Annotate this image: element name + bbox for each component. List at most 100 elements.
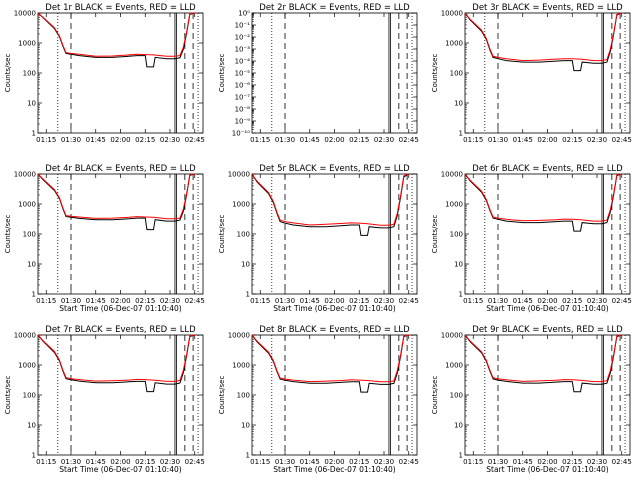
y-tick-label: 10⁻⁹ (235, 118, 251, 126)
y-tick-label: 10000 (441, 10, 463, 18)
x-tick-label: 02:15 (349, 458, 369, 466)
series-line-lld (251, 173, 409, 226)
series-line-lld (464, 173, 622, 222)
x-tick-label: 01:30 (275, 136, 295, 144)
x-tick-label: 01:30 (488, 136, 508, 144)
x-axis-label: Start Time (06-Dec-07 01:10:40) (486, 304, 608, 313)
x-tick-label: 02:15 (135, 458, 155, 466)
x-tick-label: 02:45 (185, 458, 205, 466)
panel-det-9: Det 9r BLACK = Events, RED = LLD Counts/s… (431, 325, 632, 474)
y-tick-label: 100 (450, 392, 463, 400)
series-line-lld (464, 12, 622, 62)
panel-det-8: Det 8r BLACK = Events, RED = LLD Counts/s… (218, 325, 419, 474)
y-tick-label: 1 (32, 130, 36, 138)
x-tick-label: 01:45 (513, 458, 533, 466)
plot-frame (464, 173, 631, 295)
series-line-events (464, 12, 622, 72)
x-axis-label: Start Time (06-Dec-07 01:10:40) (486, 465, 608, 474)
y-tick-label: 1 (459, 291, 463, 299)
x-tick-label: 01:30 (61, 297, 81, 305)
x-tick-label: 01:30 (488, 458, 508, 466)
y-tick-label: 1000 (18, 201, 36, 209)
plot-frame (251, 173, 418, 295)
series-line-events (37, 12, 195, 68)
y-tick-label: 1 (32, 291, 36, 299)
x-tick-label: 02:30 (160, 297, 180, 305)
y-tick-label: 10 (27, 261, 36, 269)
y-tick-label: 10 (454, 422, 463, 430)
x-tick-label: 02:45 (612, 458, 632, 466)
x-tick-label: 02:45 (612, 297, 632, 305)
series-line-events (464, 173, 622, 232)
x-tick-label: 02:00 (110, 458, 130, 466)
y-axis-label: Counts/sec (218, 54, 226, 93)
x-tick-label: 01:45 (86, 136, 106, 144)
plot-frame (251, 12, 418, 134)
x-tick-label: 01:15 (250, 458, 270, 466)
plot-frame (464, 12, 631, 134)
y-tick-label: 10 (241, 261, 250, 269)
series-line-lld (37, 12, 195, 57)
x-tick-label: 02:15 (135, 297, 155, 305)
series-line-events (37, 334, 195, 393)
y-tick-label: 10⁻¹⁰ (232, 130, 250, 138)
plot-frame (251, 334, 418, 456)
y-tick-label: 1000 (445, 362, 463, 370)
x-axis-label: Start Time (06-Dec-07 01:10:40) (273, 465, 395, 474)
panel-det-3: Det 3r BLACK = Events, RED = LLD Counts/s… (431, 3, 632, 144)
x-tick-label: 02:30 (374, 297, 394, 305)
panel-det-6: Det 6r BLACK = Events, RED = LLD Counts/s… (431, 164, 632, 313)
x-tick-label: 01:45 (300, 297, 320, 305)
y-axis-label: Counts/sec (4, 54, 12, 93)
y-tick-label: 100 (23, 231, 36, 239)
x-tick-label: 01:45 (300, 458, 320, 466)
series-line-events (251, 173, 410, 236)
x-tick-label: 01:30 (488, 297, 508, 305)
x-tick-label: 02:15 (562, 458, 582, 466)
y-tick-label: 1 (246, 452, 250, 460)
y-tick-label: 1 (246, 291, 250, 299)
panel-title: Det 7r BLACK = Events, RED = LLD (45, 325, 196, 335)
y-tick-label: 1000 (18, 362, 36, 370)
panel-title: Det 9r BLACK = Events, RED = LLD (472, 325, 623, 335)
y-tick-label: 10⁻⁴ (235, 58, 251, 66)
x-tick-label: 02:00 (110, 136, 130, 144)
x-tick-label: 01:30 (61, 136, 81, 144)
x-tick-label: 01:30 (61, 458, 81, 466)
y-axis-label: Counts/sec (431, 215, 439, 254)
y-tick-label: 1 (459, 130, 463, 138)
series-line-lld (37, 334, 195, 382)
y-tick-label: 10 (27, 422, 36, 430)
panel-det-5: Det 5r BLACK = Events, RED = LLD Counts/s… (218, 164, 419, 313)
panel-title: Det 3r BLACK = Events, RED = LLD (472, 3, 623, 13)
y-tick-label: 10000 (14, 332, 36, 340)
x-tick-label: 01:15 (463, 136, 483, 144)
x-tick-label: 02:30 (587, 458, 607, 466)
x-tick-label: 01:15 (250, 136, 270, 144)
x-tick-label: 02:30 (587, 136, 607, 144)
x-tick-label: 02:00 (324, 458, 344, 466)
y-tick-label: 10⁰ (238, 10, 250, 18)
y-tick-label: 1000 (445, 201, 463, 209)
y-tick-label: 10000 (228, 332, 250, 340)
x-tick-label: 02:15 (562, 297, 582, 305)
x-tick-label: 02:00 (324, 297, 344, 305)
panel-det-7: Det 7r BLACK = Events, RED = LLD Counts/s… (4, 325, 205, 474)
x-tick-label: 01:15 (36, 136, 56, 144)
y-tick-label: 10⁻¹ (235, 22, 251, 30)
x-tick-label: 01:45 (513, 136, 533, 144)
y-tick-label: 1000 (232, 201, 250, 209)
series-line-events (464, 334, 622, 393)
series-line-events (37, 173, 195, 231)
y-axis-label: Counts/sec (218, 376, 226, 415)
x-tick-label: 01:45 (86, 458, 106, 466)
plot-frame (464, 334, 631, 456)
y-tick-label: 10⁻² (235, 34, 251, 42)
y-tick-label: 10 (241, 422, 250, 430)
x-tick-label: 02:00 (537, 458, 557, 466)
y-axis-label: Counts/sec (218, 215, 226, 254)
x-tick-label: 01:15 (36, 458, 56, 466)
y-tick-label: 1 (32, 452, 36, 460)
series-line-lld (37, 173, 195, 220)
x-axis-label: Start Time (06-Dec-07 01:10:40) (59, 304, 181, 313)
